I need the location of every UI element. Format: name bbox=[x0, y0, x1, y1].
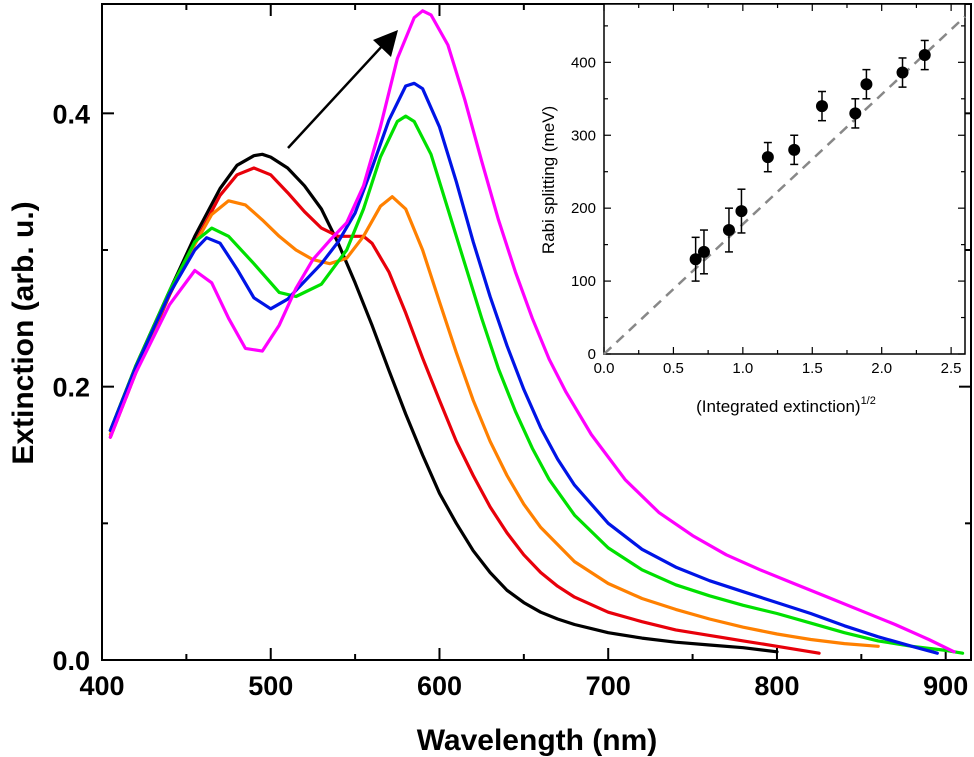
inset-y-tick-label: 0 bbox=[588, 346, 596, 363]
inset-x-tick-label: 1.0 bbox=[732, 360, 753, 377]
data-point bbox=[761, 141, 774, 173]
inset-y-tick-label: 300 bbox=[571, 127, 596, 144]
x-tick-label: 400 bbox=[79, 671, 124, 701]
main-plot: 400 500 600 700 800 900 0.0 0.2 0.4 Wavelength (… bbox=[7, 3, 972, 757]
inset-x-tick-label: 2.0 bbox=[871, 360, 892, 377]
spectrum-line-4 bbox=[108, 114, 965, 655]
point-marker bbox=[735, 205, 748, 218]
spectrum-line-6 bbox=[108, 9, 956, 654]
spectrum-line-2 bbox=[108, 166, 821, 655]
point-marker bbox=[849, 107, 862, 120]
inset-background bbox=[604, 4, 965, 354]
inset-plot: 0.0 0.5 1.0 1.5 2.0 2.5 0 100 200 300 400 (Integra… bbox=[539, 3, 966, 416]
x-axis-title: Wavelength (nm) bbox=[417, 724, 658, 757]
data-point bbox=[697, 229, 710, 275]
y-tick-label: 0.2 bbox=[52, 373, 90, 403]
x-tick-label: 600 bbox=[417, 671, 462, 701]
trend-arrow bbox=[287, 30, 398, 149]
data-point bbox=[735, 188, 748, 234]
point-marker bbox=[815, 100, 828, 113]
point-marker bbox=[896, 66, 909, 79]
data-point bbox=[860, 68, 873, 100]
inset-y-tick-label: 100 bbox=[571, 273, 596, 290]
main-plot-frame bbox=[101, 3, 972, 661]
spectrum-line-5 bbox=[108, 81, 939, 655]
y-tick-label: 0.0 bbox=[52, 646, 90, 676]
point-marker bbox=[761, 151, 774, 164]
inset-x-tick-label: 0.5 bbox=[663, 360, 684, 377]
y-tick-label: 0.4 bbox=[52, 99, 90, 129]
point-marker bbox=[722, 224, 735, 237]
point-marker bbox=[918, 49, 931, 62]
inset-y-axis-title: Rabi splitting (meV) bbox=[539, 106, 558, 254]
x-tick-label: 900 bbox=[923, 671, 968, 701]
point-marker bbox=[860, 78, 873, 91]
point-marker bbox=[788, 143, 801, 156]
data-point bbox=[918, 39, 931, 71]
inset-y-tick-label: 200 bbox=[571, 200, 596, 217]
data-point bbox=[896, 57, 909, 88]
x-tick-label: 700 bbox=[586, 671, 631, 701]
inset-x-tick-label: 2.5 bbox=[941, 360, 962, 377]
inset-x-tick-label: 1.5 bbox=[802, 360, 823, 377]
data-point bbox=[689, 236, 702, 282]
data-point bbox=[788, 134, 801, 166]
spectrum-line-3 bbox=[108, 195, 880, 648]
inset-x-tick-label: 0.0 bbox=[594, 360, 615, 377]
main-ticks: 400 500 600 700 800 900 0.0 0.2 0.4 bbox=[52, 4, 971, 701]
spectrum-line-1 bbox=[108, 152, 779, 654]
inset-y-tick-label: 400 bbox=[571, 54, 596, 71]
inset-x-axis-title: (Integrated extinction)1/2 bbox=[696, 395, 876, 416]
main-series bbox=[108, 9, 965, 655]
inset-frame bbox=[603, 3, 966, 355]
inset-ticks: 0.0 0.5 1.0 1.5 2.0 2.5 0 100 200 300 400 bbox=[571, 4, 965, 377]
data-point bbox=[815, 90, 828, 122]
y-axis-title: Extinction (arb. u.) bbox=[7, 201, 40, 464]
data-point bbox=[849, 98, 862, 129]
point-marker bbox=[697, 245, 710, 258]
x-tick-label: 800 bbox=[754, 671, 799, 701]
x-tick-label: 500 bbox=[248, 671, 293, 701]
inset-points bbox=[689, 39, 931, 282]
point-marker bbox=[689, 253, 702, 266]
data-point bbox=[722, 207, 735, 253]
